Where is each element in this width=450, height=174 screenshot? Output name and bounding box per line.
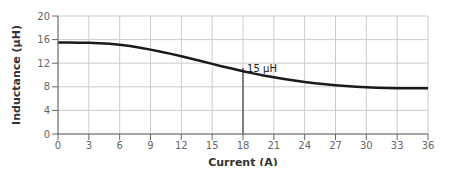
svg-text:9: 9 bbox=[147, 140, 153, 151]
svg-text:36: 36 bbox=[422, 140, 435, 151]
svg-text:12: 12 bbox=[37, 58, 50, 69]
svg-text:24: 24 bbox=[298, 140, 311, 151]
svg-text:6: 6 bbox=[116, 140, 122, 151]
svg-text:4: 4 bbox=[44, 105, 50, 116]
svg-text:16: 16 bbox=[37, 34, 50, 45]
svg-text:30: 30 bbox=[360, 140, 373, 151]
svg-text:15: 15 bbox=[206, 140, 219, 151]
svg-text:12: 12 bbox=[175, 140, 188, 151]
svg-text:21: 21 bbox=[267, 140, 280, 151]
svg-text:18: 18 bbox=[237, 140, 250, 151]
svg-text:0: 0 bbox=[44, 129, 50, 140]
svg-text:0: 0 bbox=[55, 140, 61, 151]
svg-text:8: 8 bbox=[44, 81, 50, 92]
svg-text:27: 27 bbox=[329, 140, 342, 151]
svg-text:Current (A): Current (A) bbox=[208, 156, 278, 166]
svg-text:3: 3 bbox=[86, 140, 92, 151]
svg-text:33: 33 bbox=[391, 140, 404, 151]
svg-text:15 μH: 15 μH bbox=[247, 63, 277, 74]
svg-text:20: 20 bbox=[37, 11, 50, 22]
svg-text:Inductance (μH): Inductance (μH) bbox=[10, 25, 23, 125]
